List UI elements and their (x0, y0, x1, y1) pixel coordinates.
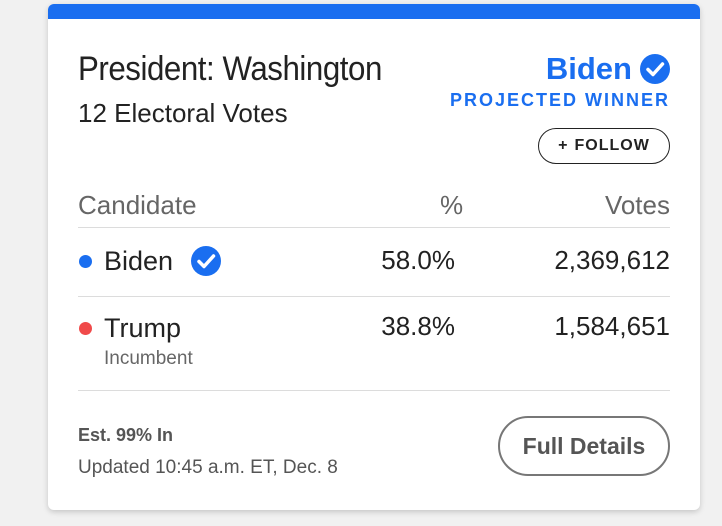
updated-timestamp: Updated 10:45 a.m. ET, Dec. 8 (78, 457, 338, 478)
candidate-name-biden: Biden (104, 246, 174, 276)
check-circle-icon (191, 246, 221, 276)
follow-label: FOLLOW (574, 137, 650, 154)
check-circle-icon (640, 54, 670, 84)
percent-trump: 38.8% (381, 311, 455, 341)
divider (78, 227, 670, 228)
incumbent-label: Incumbent (104, 348, 193, 369)
electoral-votes: 12 Electoral Votes (78, 98, 288, 128)
percent-biden: 58.0% (381, 245, 455, 275)
race-title: President: Washington (78, 50, 382, 88)
winner-name: Biden (545, 51, 632, 86)
votes-trump: 1,584,651 (554, 311, 670, 341)
trump-party-dot (79, 322, 92, 335)
biden-party-dot (79, 255, 92, 268)
plus-icon: + (558, 137, 569, 154)
projected-winner: Biden (546, 51, 670, 87)
race-card: President: Washington 12 Electoral Votes… (48, 4, 700, 510)
follow-button[interactable]: + FOLLOW (538, 128, 670, 164)
projected-winner-label: PROJECTED WINNER (449, 90, 670, 110)
full-details-button[interactable]: Full Details (498, 416, 670, 476)
header-percent: % (440, 190, 464, 220)
accent-bar (48, 4, 700, 19)
candidate-name-trump: Trump (104, 313, 182, 343)
estimate-reporting: Est. 99% In (78, 425, 174, 445)
votes-biden: 2,369,612 (554, 245, 670, 275)
header-candidate: Candidate (78, 190, 197, 220)
divider (78, 296, 670, 297)
header-votes: Votes (604, 190, 670, 220)
divider (78, 390, 670, 391)
